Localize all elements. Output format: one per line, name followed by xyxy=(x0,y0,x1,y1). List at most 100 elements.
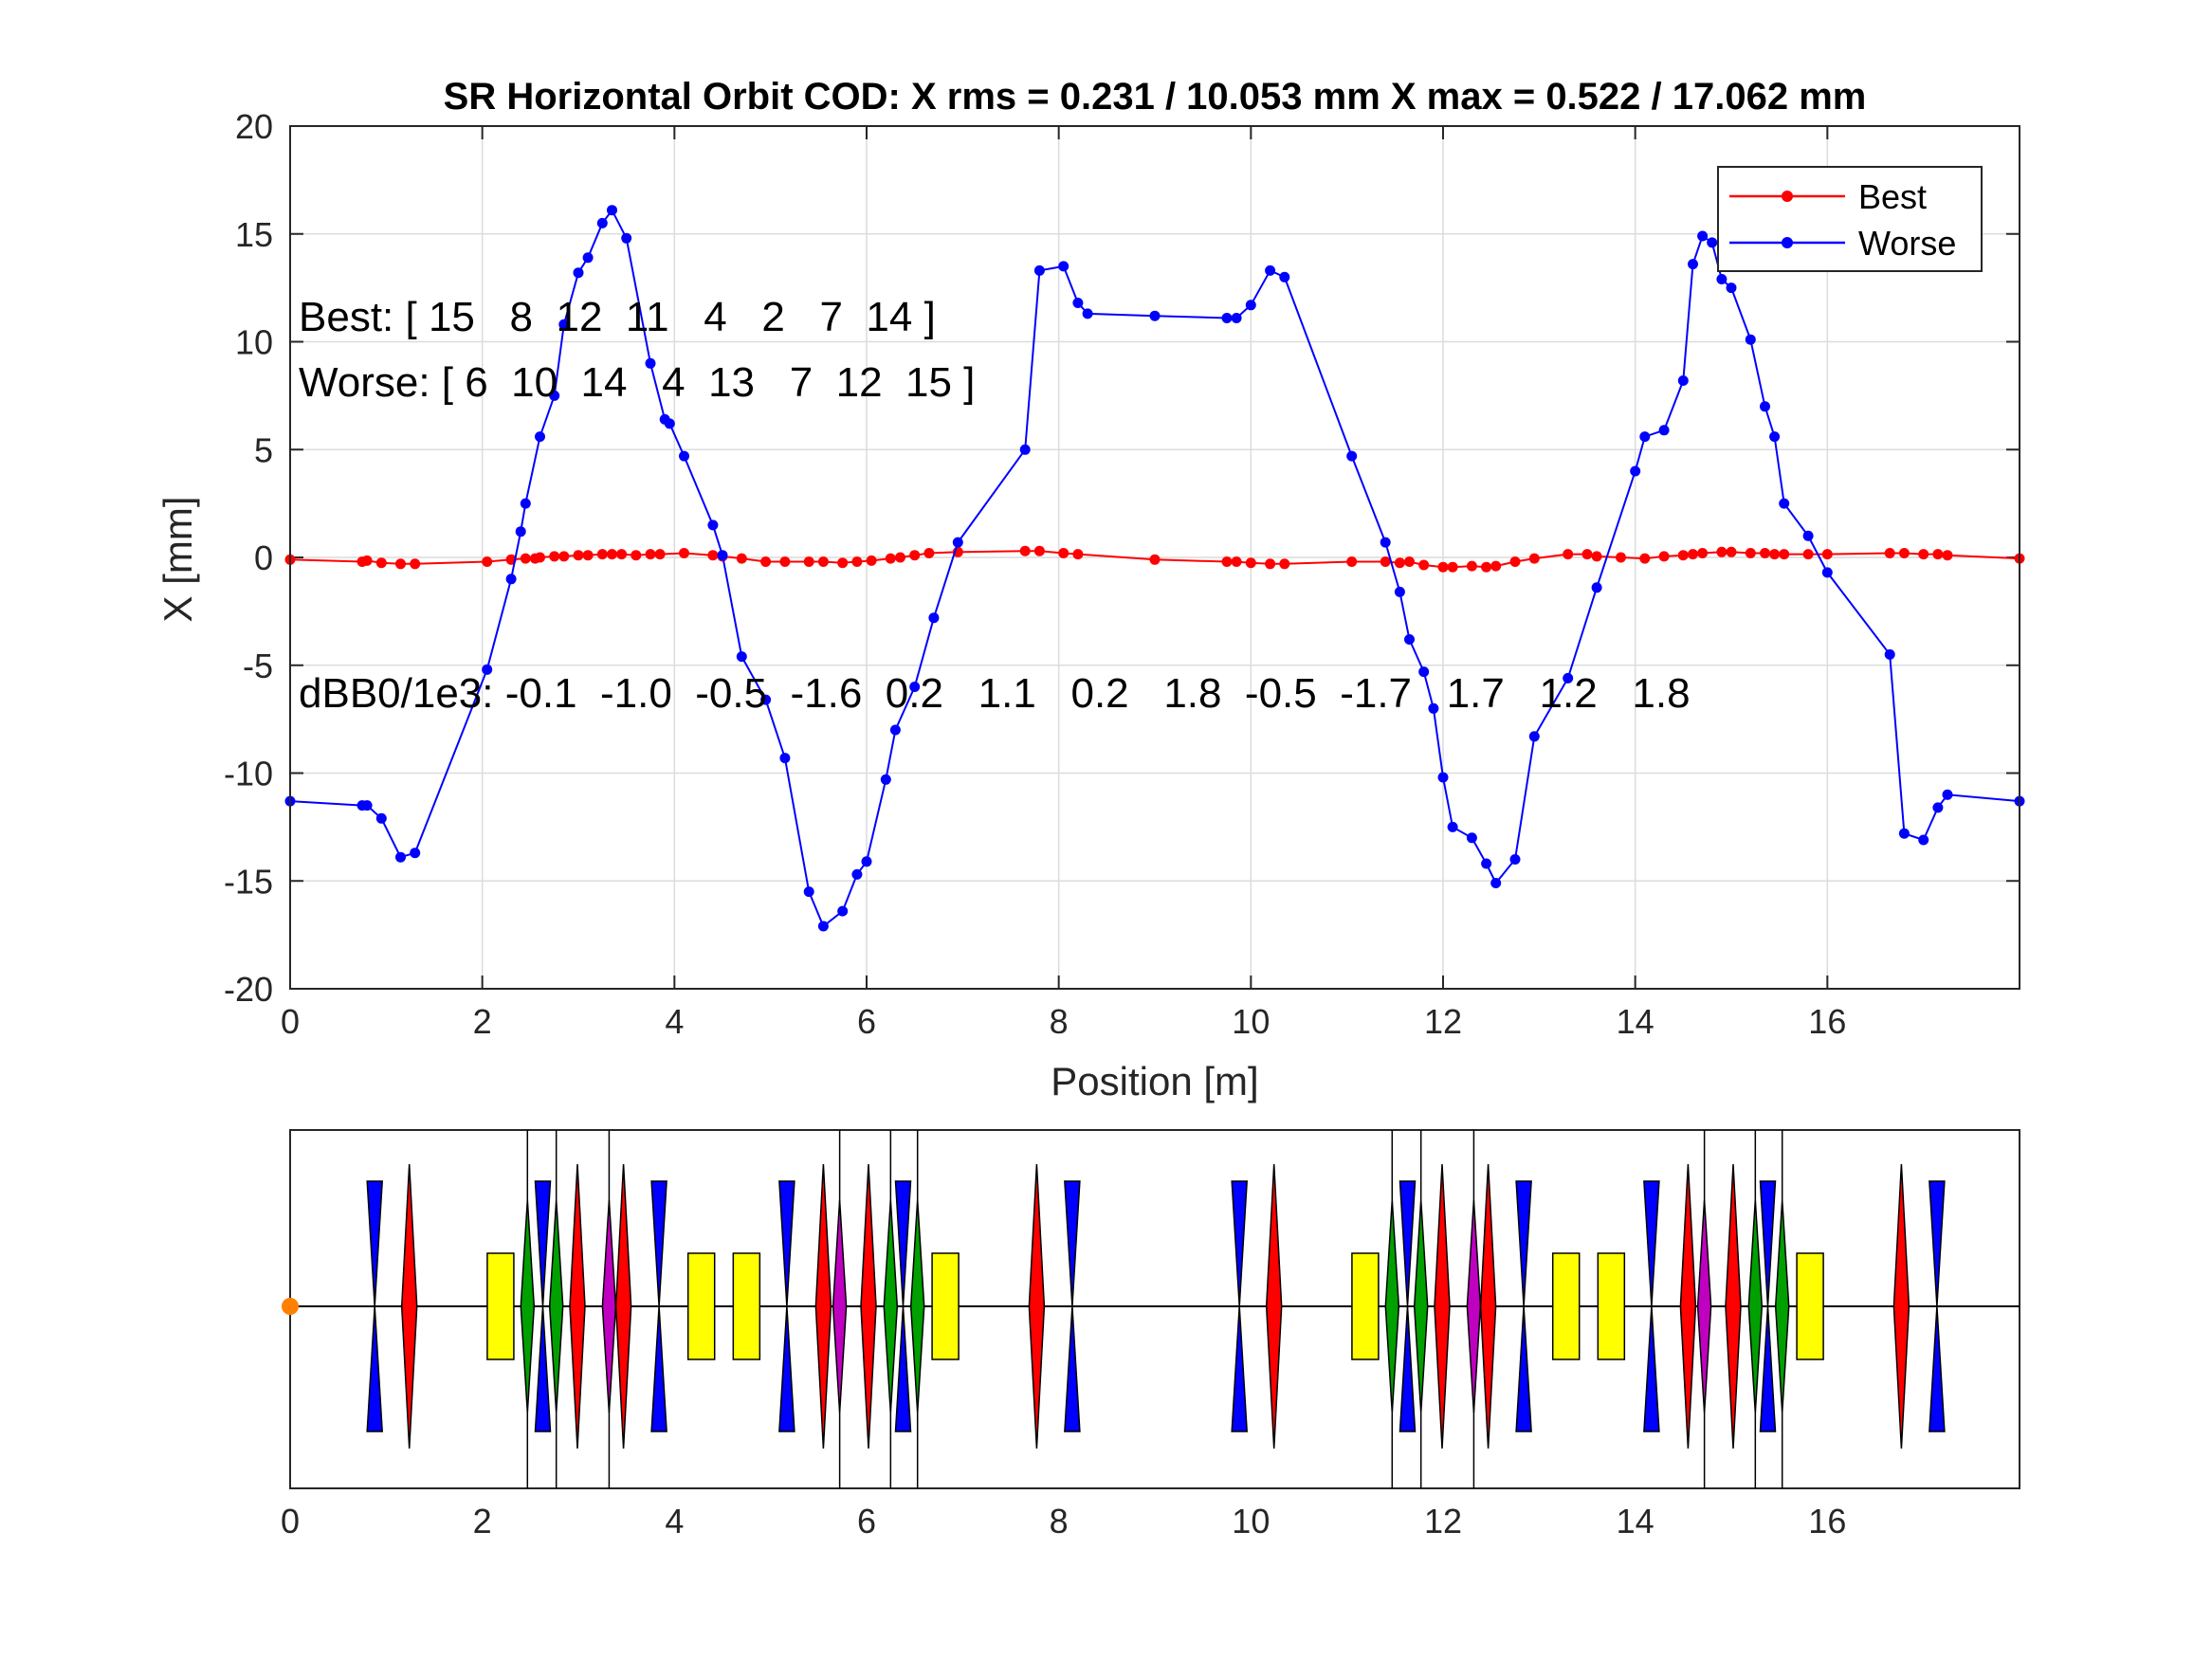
data-point-best xyxy=(1394,557,1405,569)
data-point-best xyxy=(1058,548,1069,558)
data-point-best xyxy=(1802,549,1814,560)
origin-marker xyxy=(282,1298,299,1315)
focus-quad-magnet xyxy=(1479,1163,1497,1449)
data-point-worse xyxy=(1639,431,1651,443)
data-point-worse xyxy=(1688,259,1698,270)
data-point-worse xyxy=(837,905,849,917)
series-best xyxy=(284,545,2025,573)
data-point-best xyxy=(1581,549,1593,560)
data-point-best xyxy=(549,551,560,562)
data-point-best xyxy=(803,556,814,567)
x-tick-label: 10 xyxy=(1232,1002,1270,1041)
data-point-worse xyxy=(760,694,772,705)
data-point-best xyxy=(1942,550,1953,561)
data-point-best xyxy=(1490,560,1502,572)
data-point-worse xyxy=(515,526,526,538)
bend-magnet xyxy=(931,1252,960,1360)
data-point-best xyxy=(631,550,642,561)
chart-title: SR Horizontal Orbit COD: X rms = 0.231 /… xyxy=(444,76,1867,118)
data-point-worse xyxy=(1942,789,1953,800)
focus-quad-magnet xyxy=(614,1163,632,1449)
data-point-best xyxy=(1149,554,1161,565)
data-point-best xyxy=(707,550,719,561)
data-point-worse xyxy=(1898,828,1910,839)
data-point-worse xyxy=(1707,237,1718,248)
sextupole-magnet xyxy=(520,1199,536,1413)
data-point-worse xyxy=(1404,634,1415,645)
data-point-best xyxy=(909,550,921,561)
lattice-x-tick-label: 6 xyxy=(857,1502,876,1540)
y-tick-label: 15 xyxy=(235,215,273,254)
data-point-best xyxy=(817,556,829,567)
octupole-magnet xyxy=(832,1199,848,1413)
data-point-worse xyxy=(549,390,560,401)
legend-box xyxy=(1717,166,1983,272)
data-point-best xyxy=(410,558,421,570)
data-point-worse xyxy=(535,431,545,443)
x-tick-labels: 0 2 4 6 8 10 12 14 16 xyxy=(281,1002,1846,1041)
focus-quad-magnet xyxy=(814,1163,832,1449)
bend-magnet xyxy=(686,1252,716,1360)
data-point-best xyxy=(654,549,666,560)
data-point-best xyxy=(1658,551,1670,562)
data-point-worse xyxy=(1726,283,1737,294)
focus-quad-magnet xyxy=(1892,1163,1910,1449)
sextupole-magnet xyxy=(883,1199,899,1413)
data-point-worse xyxy=(1591,582,1602,593)
magnet-elements xyxy=(366,1163,1946,1449)
data-point-worse xyxy=(482,664,493,675)
data-point-best xyxy=(1447,561,1458,573)
data-point-worse xyxy=(851,868,863,880)
data-point-worse xyxy=(880,774,891,785)
bend-magnet xyxy=(1551,1252,1581,1360)
defocus-quad-magnet xyxy=(894,1180,912,1432)
data-point-worse xyxy=(1221,313,1233,323)
data-point-best xyxy=(1509,556,1521,567)
data-point-best xyxy=(1528,553,1540,564)
data-point-best xyxy=(1245,557,1256,569)
data-point-worse xyxy=(1019,444,1031,455)
data-point-worse xyxy=(1490,878,1502,888)
data-point-worse xyxy=(928,612,940,624)
data-point-worse xyxy=(707,520,719,531)
data-point-worse xyxy=(1418,666,1430,678)
data-point-worse xyxy=(410,848,421,859)
legend: Best Worse xyxy=(1717,166,1983,272)
legend-label-worse: Worse xyxy=(1858,224,1956,263)
data-point-worse xyxy=(1033,264,1045,276)
data-point-worse xyxy=(1821,567,1833,578)
data-point-worse xyxy=(361,800,373,811)
y-tick-labels: 20 15 10 5 0 -5 -10 -15 -20 xyxy=(224,107,273,1009)
sextupole-magnet xyxy=(548,1199,564,1413)
data-point-worse xyxy=(1563,672,1574,684)
data-point-best xyxy=(679,548,689,558)
data-point-best xyxy=(866,555,877,566)
data-point-worse xyxy=(520,498,531,509)
data-point-worse xyxy=(645,357,656,369)
data-point-best xyxy=(1779,549,1790,560)
data-point-worse xyxy=(1716,274,1728,284)
y-tick-label: -15 xyxy=(224,862,273,901)
lattice-x-tick-label: 2 xyxy=(473,1502,492,1540)
data-point-worse xyxy=(1380,537,1391,548)
data-point-best xyxy=(1221,556,1233,567)
data-point-best xyxy=(837,557,849,569)
sextupole-magnet xyxy=(1384,1199,1400,1413)
data-point-worse xyxy=(1528,731,1540,742)
bend-magnet xyxy=(732,1252,761,1360)
data-point-worse xyxy=(736,651,747,663)
data-point-best xyxy=(1404,556,1415,567)
data-point-best xyxy=(779,556,791,567)
data-point-best xyxy=(1563,549,1574,560)
data-point-worse xyxy=(375,812,387,824)
dbb-annotation: dBB0/1e3: -0.1 -1.0 -0.5 -1.6 0.2 1.1 0.… xyxy=(299,670,1691,717)
data-point-best xyxy=(1380,556,1391,567)
data-point-worse xyxy=(1265,264,1276,276)
data-point-worse xyxy=(1658,425,1670,436)
lattice-x-tick-labels: 0 2 4 6 8 10 12 14 16 xyxy=(281,1502,1846,1540)
legend-label-best: Best xyxy=(1858,177,1927,216)
data-point-worse xyxy=(1437,772,1449,783)
data-point-worse xyxy=(1630,465,1641,477)
data-point-best xyxy=(1437,561,1449,573)
